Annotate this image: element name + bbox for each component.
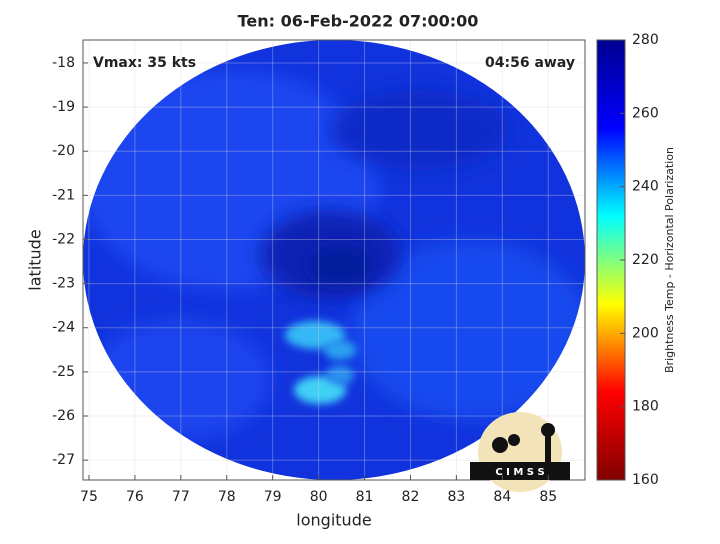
x-tick-label: 79 <box>264 489 282 505</box>
x-tick-label: 81 <box>356 489 374 505</box>
x-axis-label: longitude <box>296 511 371 530</box>
colorbar-tick-label: 220 <box>632 252 659 268</box>
y-tick-label: -23 <box>52 276 75 292</box>
x-tick-label: 75 <box>80 489 98 505</box>
x-tick-label: 82 <box>402 489 420 505</box>
x-tick-label: 77 <box>172 489 190 505</box>
y-tick-label: -21 <box>52 187 75 203</box>
x-tick-label: 85 <box>539 489 557 505</box>
y-tick-label: -18 <box>52 55 75 71</box>
y-tick-label: -22 <box>52 231 75 247</box>
colorbar-tick-label: 180 <box>632 399 659 415</box>
chart-title: Ten: 06-Feb-2022 07:00:00 <box>238 12 479 31</box>
logo: C I M S S <box>470 412 570 492</box>
colorbar-tick-label: 280 <box>632 32 659 48</box>
annotation: Vmax: 35 kts <box>93 55 196 71</box>
y-tick-label: -19 <box>52 99 75 115</box>
y-tick-label: -26 <box>52 408 75 424</box>
colorbar-tick-label: 260 <box>632 105 659 121</box>
plot-area <box>83 40 585 480</box>
colorbar-label: Brightness Temp - Horizontal Polarizatio… <box>663 147 676 373</box>
colorbar-tick-label: 160 <box>632 472 659 488</box>
y-tick-label: -20 <box>52 143 75 159</box>
y-axis-label: latitude <box>26 229 45 290</box>
x-tick-label: 78 <box>218 489 236 505</box>
x-tick-label: 83 <box>447 489 465 505</box>
colorbar-tick-label: 240 <box>632 179 659 195</box>
swath-image <box>83 40 585 480</box>
x-tick-label: 80 <box>310 489 328 505</box>
x-tick-label: 76 <box>126 489 144 505</box>
x-tick-label: 84 <box>493 489 511 505</box>
annotation: 04:56 away <box>485 55 575 71</box>
y-tick-label: -27 <box>52 452 75 468</box>
colorbar-tick-label: 200 <box>632 325 659 341</box>
y-tick-label: -24 <box>52 320 75 336</box>
y-tick-label: -25 <box>52 364 75 380</box>
plot-frame <box>82 39 586 481</box>
logo-text: C I M S S <box>495 467 544 478</box>
